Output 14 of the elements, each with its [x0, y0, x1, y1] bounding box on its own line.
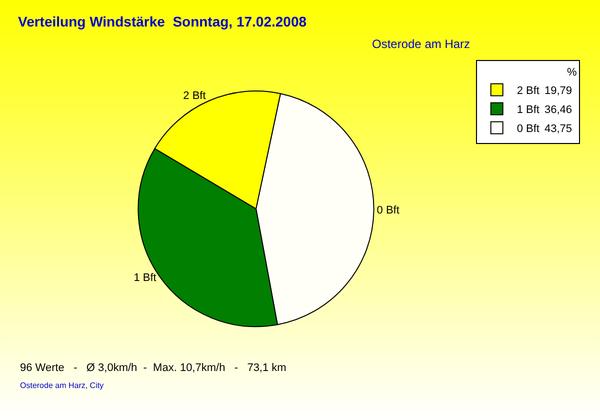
- slice-label: 0 Bft: [376, 204, 400, 216]
- legend-label: 0 Bft: [516, 123, 540, 136]
- legend-label: 2 Bft: [516, 85, 540, 98]
- slice-label: 1 Bft: [134, 272, 156, 284]
- slice-label: 2 Bft: [183, 90, 206, 102]
- legend-title: %: [567, 66, 577, 78]
- data-label: 19,79: [544, 85, 572, 98]
- data-label: 43,75: [544, 123, 572, 136]
- legend-label: 1 Bft: [516, 104, 540, 116]
- text: Osterode am Harz, City: [20, 381, 104, 390]
- chart-title: Verteilung Windstärke Sonntag, 17.02.2008: [18, 14, 307, 30]
- data-label: 36,46: [544, 104, 572, 116]
- text: 96 Werte - Ø 3,0km/h - Max. 10,7km/h - 73,1 km: [20, 362, 286, 374]
- chart-subtitle: Osterode am Harz: [372, 37, 470, 51]
